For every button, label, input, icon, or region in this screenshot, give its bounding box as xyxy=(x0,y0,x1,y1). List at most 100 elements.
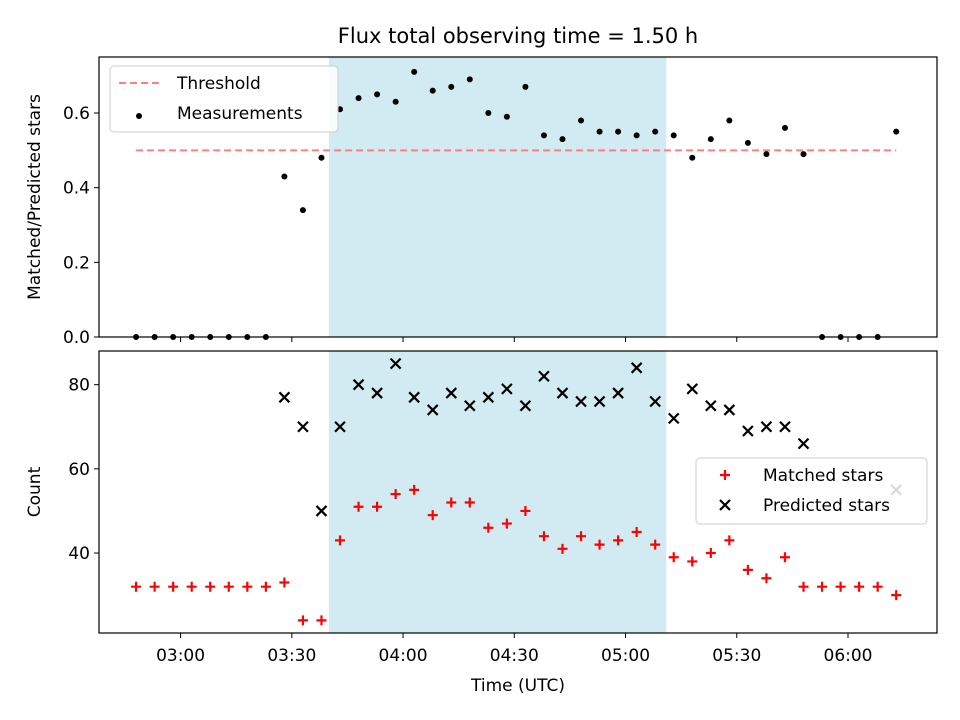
data-point xyxy=(426,404,439,416)
data-point xyxy=(448,83,455,90)
data-point xyxy=(501,518,512,529)
data-point xyxy=(411,68,418,75)
data-point xyxy=(779,552,790,563)
data-point xyxy=(689,154,696,161)
data-point xyxy=(760,420,773,433)
data-point xyxy=(687,556,698,567)
data-point xyxy=(650,539,661,550)
data-point xyxy=(742,425,754,437)
data-point xyxy=(519,399,532,412)
data-point xyxy=(318,154,325,161)
data-point xyxy=(596,128,603,135)
data-point xyxy=(392,98,399,105)
data-point xyxy=(299,207,306,214)
data-point xyxy=(281,173,288,180)
data-point xyxy=(389,357,402,370)
data-point xyxy=(652,128,659,135)
data-point xyxy=(797,437,810,450)
data-point xyxy=(667,412,680,425)
data-point xyxy=(872,581,883,592)
x-tick-label: 06:00 xyxy=(824,646,873,666)
data-point xyxy=(297,615,308,626)
series-predicted-stars xyxy=(278,357,902,517)
x-tick-label: 04:30 xyxy=(490,646,539,666)
legend: Matched stars Predicted stars xyxy=(695,457,928,525)
x-tick-label: 04:00 xyxy=(379,646,428,666)
data-point xyxy=(464,497,475,508)
legend-label: Predicted stars xyxy=(763,496,890,516)
data-point xyxy=(705,548,716,559)
panel-2: 40 60 80 03:00 03:30 04:00 04:30 05:00 05:30 06:0… xyxy=(25,350,938,696)
data-point xyxy=(744,139,751,146)
data-point xyxy=(556,387,569,399)
data-point xyxy=(242,581,253,592)
legend-box xyxy=(695,457,928,525)
data-point xyxy=(668,552,679,563)
data-point xyxy=(540,132,547,139)
data-point xyxy=(612,387,624,399)
y-tick-label: 0.4 xyxy=(63,179,90,199)
data-point xyxy=(578,117,585,124)
data-point xyxy=(335,535,346,546)
data-point xyxy=(466,76,473,83)
shaded-interval xyxy=(328,57,667,337)
data-point xyxy=(726,117,733,124)
data-point xyxy=(557,543,568,554)
data-point xyxy=(223,581,234,592)
data-point xyxy=(168,581,179,592)
data-point xyxy=(446,497,457,508)
y-tick-label: 0.6 xyxy=(63,104,90,124)
data-point xyxy=(409,484,420,495)
x-tick-label: 03:00 xyxy=(156,646,205,666)
data-point xyxy=(649,395,661,408)
data-point xyxy=(131,581,142,592)
shaded-interval xyxy=(328,351,667,633)
x-axis-label: Time (UTC) xyxy=(470,676,565,696)
data-point xyxy=(315,505,328,517)
data-point xyxy=(594,539,605,550)
data-point xyxy=(355,95,362,102)
legend-label: Threshold xyxy=(176,74,261,94)
data-point xyxy=(149,581,160,592)
data-point xyxy=(575,395,587,408)
x-tick-label: 05:00 xyxy=(601,646,650,666)
legend-label: Measurements xyxy=(177,104,303,124)
y-tick-label: 80 xyxy=(68,376,90,396)
data-point xyxy=(260,581,271,592)
data-point xyxy=(352,378,365,391)
data-point xyxy=(374,91,381,98)
data-point xyxy=(891,590,902,601)
data-point xyxy=(707,136,714,143)
data-point xyxy=(429,87,436,94)
data-point xyxy=(279,577,290,588)
data-point xyxy=(205,581,216,592)
data-point xyxy=(408,391,420,404)
data-point xyxy=(724,535,735,546)
data-point xyxy=(372,501,383,512)
y-axis-label: Matched/Predicted stars xyxy=(25,94,45,300)
data-point xyxy=(278,391,291,404)
data-point xyxy=(800,151,807,158)
data-point xyxy=(630,362,643,374)
data-point xyxy=(893,128,900,135)
legend-swatch xyxy=(720,470,730,480)
data-point xyxy=(482,391,495,404)
data-point xyxy=(670,132,677,139)
legend-label: Matched stars xyxy=(763,466,883,486)
data-point xyxy=(337,106,344,113)
data-point xyxy=(633,132,640,139)
data-point xyxy=(779,420,791,433)
data-point xyxy=(763,151,770,158)
data-point xyxy=(485,110,492,116)
plot-frame xyxy=(98,56,938,338)
data-point xyxy=(390,489,401,500)
data-point xyxy=(427,510,438,521)
data-point xyxy=(817,581,828,592)
data-point xyxy=(631,526,642,537)
data-point xyxy=(615,128,622,135)
y-tick-label: 60 xyxy=(68,460,90,480)
data-point xyxy=(464,399,476,412)
data-point xyxy=(576,531,587,542)
data-point xyxy=(761,573,772,584)
